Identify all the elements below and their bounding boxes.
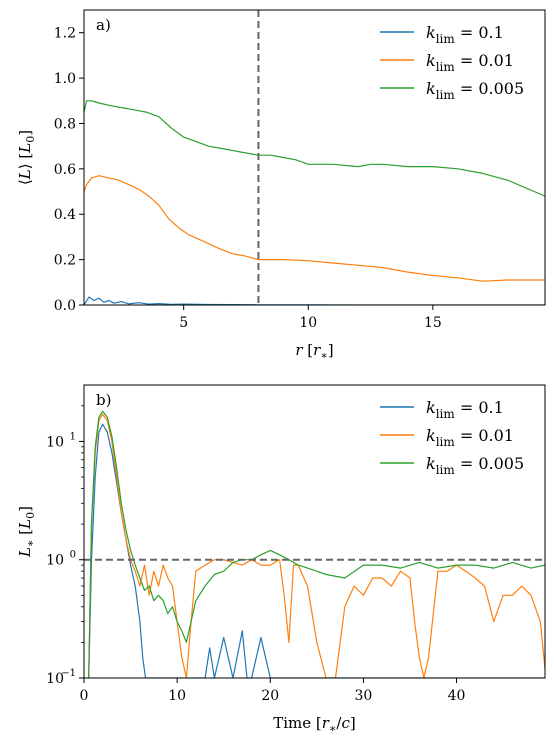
y-tick-label: 0.6 xyxy=(54,162,76,178)
x-tick-label: 20 xyxy=(261,688,279,704)
legend-label: klim = 0.01 xyxy=(426,426,514,449)
panel-label: b) xyxy=(96,391,111,409)
plot-frame xyxy=(83,9,546,306)
legend-label: klim = 0.1 xyxy=(426,398,504,421)
series-line-1 xyxy=(88,423,545,678)
y-tick-exponent: 1 xyxy=(70,431,76,442)
legend-label: klim = 0.01 xyxy=(426,51,514,74)
x-axis-label: Time [r∗/c] xyxy=(273,714,356,735)
legend-label: klim = 0.005 xyxy=(426,79,524,102)
x-tick-label: 10 xyxy=(168,688,186,704)
x-tick-label: 10 xyxy=(299,315,317,331)
panel-label: a) xyxy=(96,16,111,34)
panel-a: 5 10 15 0.0 0.2 0.4 0.6 0.8 1.0 1.2 a) r [r∗] ⟨L⟩ [L… xyxy=(16,9,546,362)
x-tick-label: 5 xyxy=(179,315,188,331)
plot-frame xyxy=(83,384,546,679)
y-tick-exponent: −1 xyxy=(61,668,76,679)
x-tick-label: 40 xyxy=(448,688,466,704)
series-line-2 xyxy=(84,175,545,282)
series-group xyxy=(88,410,545,678)
x-tick-label: 0 xyxy=(80,688,89,704)
y-axis-label: ⟨L⟩ [L0] xyxy=(16,130,37,185)
y-axis-label: L∗ [L0] xyxy=(16,506,37,558)
legend-label: klim = 0.1 xyxy=(426,23,504,46)
y-tick-label: 10 xyxy=(46,553,64,569)
y-tick-label: 1.0 xyxy=(54,71,76,87)
y-tick-label: 1.2 xyxy=(54,26,76,42)
series-line-3 xyxy=(84,100,545,197)
x-axis-label: r [r∗] xyxy=(295,341,333,362)
legend-label: klim = 0.005 xyxy=(426,454,524,477)
legend: klim = 0.1 klim = 0.01 klim = 0.005 xyxy=(380,398,524,477)
y-tick-label: 10 xyxy=(46,434,64,450)
y-tick-label: 0.2 xyxy=(54,253,76,269)
y-tick-label: 0.4 xyxy=(54,207,76,223)
y-tick-exponent: 0 xyxy=(70,550,76,561)
y-tick-label: 0.0 xyxy=(54,298,76,314)
series-line-3 xyxy=(88,410,545,678)
x-tick-label: 30 xyxy=(354,688,372,704)
y-tick-label: 10 xyxy=(46,671,64,687)
series-line-2 xyxy=(88,413,545,678)
x-tick-label: 15 xyxy=(424,315,442,331)
y-tick-label: 0.8 xyxy=(54,116,76,132)
legend: klim = 0.1 klim = 0.01 klim = 0.005 xyxy=(380,23,524,102)
